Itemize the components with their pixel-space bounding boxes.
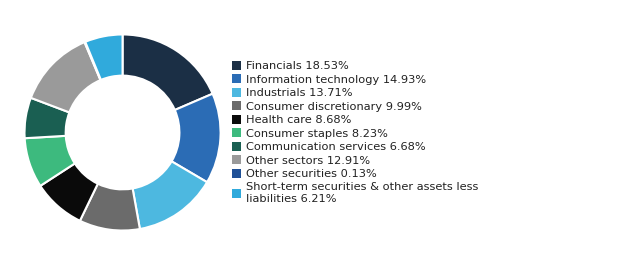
Wedge shape [24,98,69,138]
Legend: Financials 18.53%, Information technology 14.93%, Industrials 13.71%, Consumer d: Financials 18.53%, Information technolog… [232,61,478,204]
Wedge shape [80,184,140,231]
Wedge shape [172,94,221,182]
Wedge shape [85,34,122,80]
Wedge shape [31,42,101,112]
Wedge shape [84,42,101,80]
Wedge shape [40,164,98,221]
Wedge shape [24,136,75,186]
Wedge shape [122,34,212,110]
Wedge shape [132,161,207,229]
